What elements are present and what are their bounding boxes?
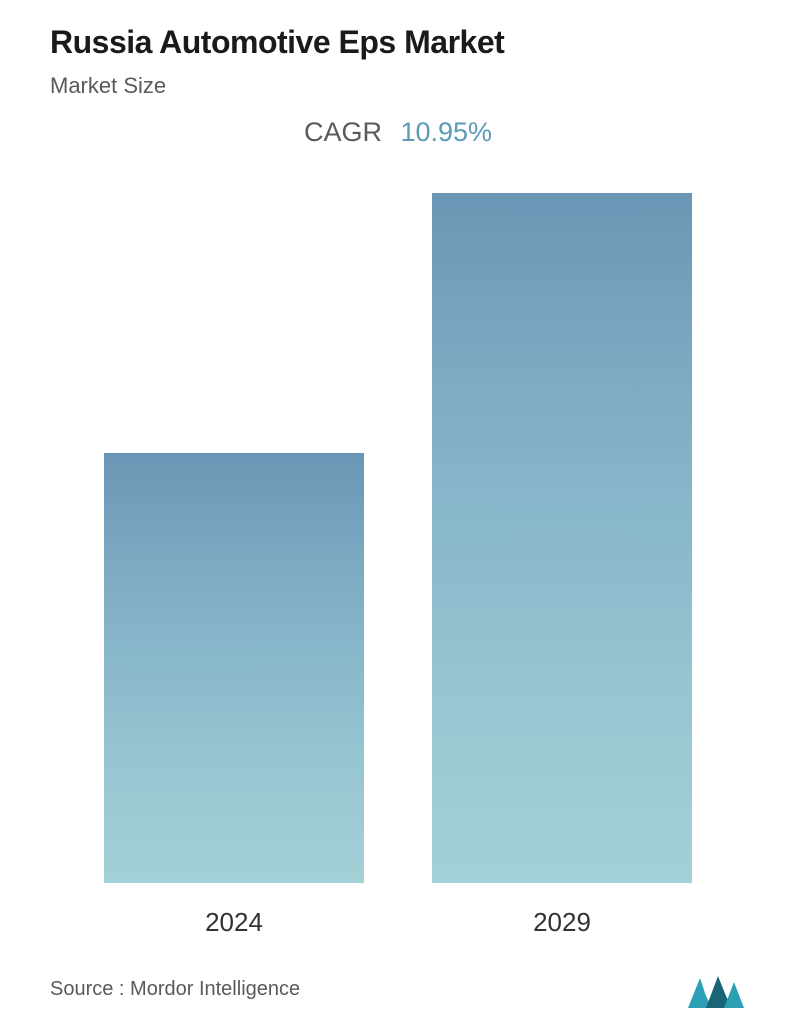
chart-title: Russia Automotive Eps Market: [50, 24, 746, 61]
brand-logo: [686, 968, 746, 1010]
bar-label-1: 2029: [533, 907, 591, 938]
chart-area: 2024 2029: [50, 188, 746, 938]
bar-0: [104, 453, 364, 883]
chart-container: Russia Automotive Eps Market Market Size…: [0, 0, 796, 1034]
bar-label-0: 2024: [205, 907, 263, 938]
bar-group-1: 2029: [432, 193, 692, 938]
source-text: Source : Mordor Intelligence: [50, 978, 300, 1001]
bar-group-0: 2024: [104, 453, 364, 938]
chart-subtitle: Market Size: [50, 73, 746, 99]
cagr-row: CAGR 10.95%: [50, 117, 746, 148]
cagr-label: CAGR: [304, 117, 382, 147]
cagr-value: 10.95%: [400, 117, 492, 147]
footer: Source : Mordor Intelligence: [50, 958, 746, 1010]
bar-1: [432, 193, 692, 883]
